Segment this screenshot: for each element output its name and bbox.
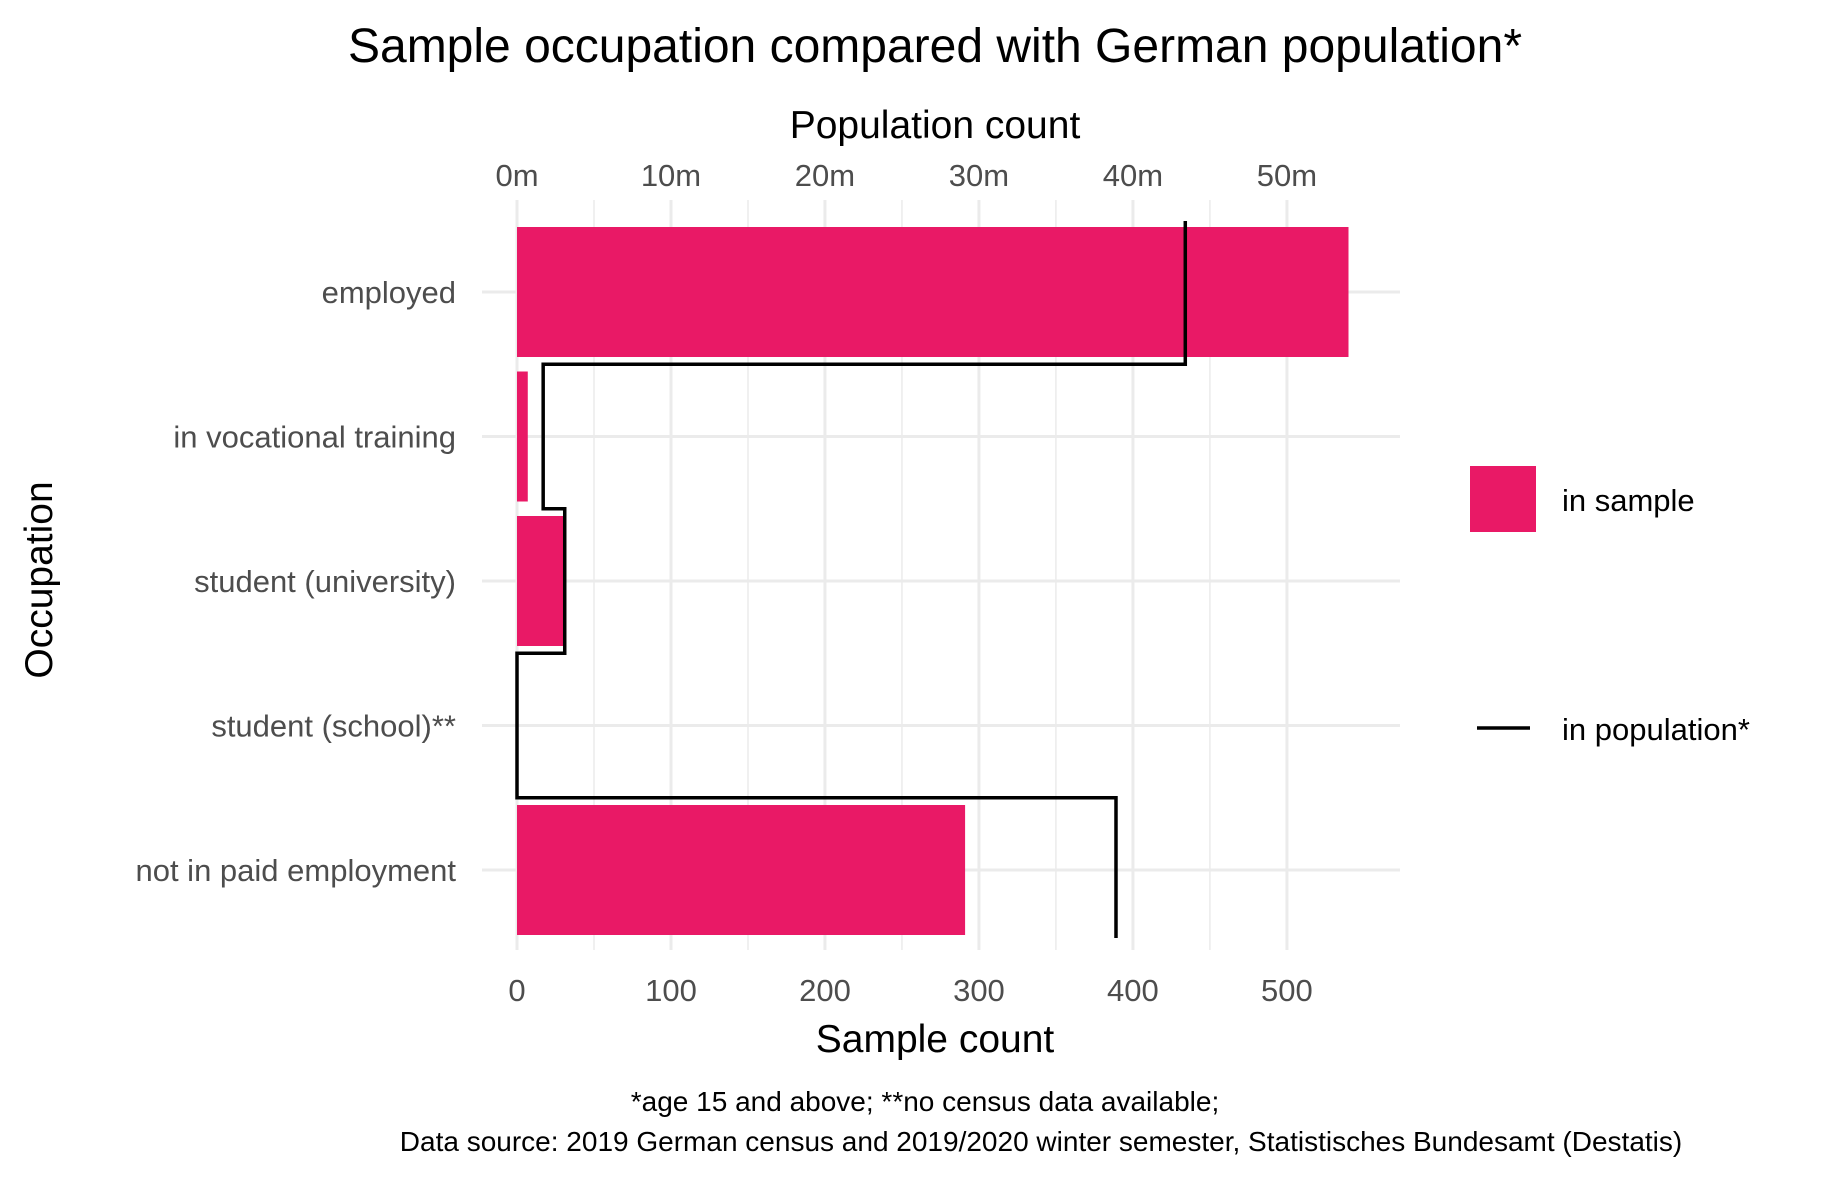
caption-line-1: *age 15 and above; **no census data avai… bbox=[631, 1086, 1219, 1117]
y-tick-label: student (university) bbox=[194, 564, 456, 599]
y-axis-ticks: employed in vocational training student (u… bbox=[135, 275, 456, 888]
x-top-tick-label: 10m bbox=[641, 158, 701, 193]
chart-title: Sample occupation compared with German p… bbox=[348, 20, 1522, 73]
x-top-tick-label: 20m bbox=[795, 158, 855, 193]
x-bottom-tick-label: 200 bbox=[799, 973, 851, 1008]
y-tick-label: not in paid employment bbox=[135, 853, 456, 888]
bar-in-vocational-training bbox=[517, 371, 528, 502]
bar-student-university bbox=[517, 516, 565, 646]
x-bottom-tick-label: 400 bbox=[1107, 973, 1159, 1008]
legend-label-sample: in sample bbox=[1562, 483, 1695, 518]
y-axis-title: Occupation bbox=[18, 481, 61, 678]
x-top-tick-label: 0m bbox=[495, 158, 538, 193]
bars bbox=[517, 227, 1349, 935]
x-bottom-tick-label: 100 bbox=[645, 973, 697, 1008]
legend: in sample in population* bbox=[1470, 466, 1750, 747]
caption-line-2: Data source: 2019 German census and 2019… bbox=[400, 1126, 1682, 1157]
x-bottom-tick-label: 500 bbox=[1261, 973, 1313, 1008]
y-tick-label: student (school)** bbox=[211, 709, 456, 744]
x-top-tick-label: 30m bbox=[949, 158, 1009, 193]
population-line bbox=[515, 221, 1188, 938]
y-tick-label: in vocational training bbox=[173, 420, 456, 455]
y-tick-label: employed bbox=[322, 275, 456, 310]
x-top-tick-label: 40m bbox=[1103, 158, 1163, 193]
x-axis-top-ticks: 0m 10m 20m 30m 40m 50m bbox=[495, 158, 1317, 193]
legend-key-sample bbox=[1470, 466, 1536, 532]
x-bottom-tick-label: 0 bbox=[508, 973, 525, 1008]
x-axis-bottom-ticks: 0 100 200 300 400 500 bbox=[508, 973, 1312, 1008]
x-top-tick-label: 50m bbox=[1257, 158, 1317, 193]
x-axis-bottom-title: Sample count bbox=[816, 1018, 1055, 1061]
x-bottom-tick-label: 300 bbox=[953, 973, 1005, 1008]
bar-employed bbox=[517, 227, 1349, 357]
x-axis-top-title: Population count bbox=[790, 104, 1081, 147]
population-line-group bbox=[515, 221, 1188, 938]
legend-label-population: in population* bbox=[1562, 712, 1750, 747]
bar-not-in-paid-employment bbox=[517, 805, 966, 935]
